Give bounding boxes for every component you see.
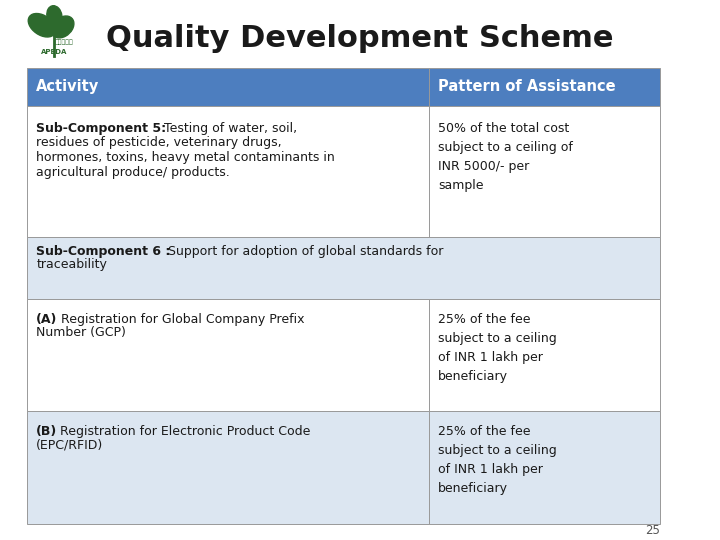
Text: Testing of water, soil,: Testing of water, soil, xyxy=(160,122,297,135)
Text: Quality Development Scheme: Quality Development Scheme xyxy=(106,24,613,53)
Bar xyxy=(429,411,660,524)
Text: 25% of the fee
subject to a ceiling
of INR 1 lakh per
beneficiary: 25% of the fee subject to a ceiling of I… xyxy=(438,313,557,382)
Bar xyxy=(27,299,429,411)
Bar xyxy=(27,68,429,106)
Text: Registration for Global Company Prefix: Registration for Global Company Prefix xyxy=(57,313,304,326)
Text: Pattern of Assistance: Pattern of Assistance xyxy=(438,79,616,94)
Text: 25% of the fee
subject to a ceiling
of INR 1 lakh per
beneficiary: 25% of the fee subject to a ceiling of I… xyxy=(438,425,557,495)
Text: Support for adoption of global standards for: Support for adoption of global standards… xyxy=(164,245,444,258)
Bar xyxy=(429,106,660,238)
Text: Sub-Component 5:: Sub-Component 5: xyxy=(36,122,166,135)
Text: Number (GCP): Number (GCP) xyxy=(36,327,126,340)
Text: 50% of the total cost
subject to a ceiling of
INR 5000/- per
sample: 50% of the total cost subject to a ceili… xyxy=(438,122,573,192)
Ellipse shape xyxy=(51,16,74,38)
Text: Activity: Activity xyxy=(36,79,99,94)
Text: Registration for Electronic Product Code: Registration for Electronic Product Code xyxy=(56,425,311,438)
Text: (A): (A) xyxy=(36,313,58,326)
Ellipse shape xyxy=(28,14,55,37)
Bar xyxy=(27,411,429,524)
Text: 25: 25 xyxy=(645,524,660,537)
Ellipse shape xyxy=(47,6,62,25)
Bar xyxy=(27,238,660,299)
Text: Sub-Component 6 :: Sub-Component 6 : xyxy=(36,245,171,258)
Bar xyxy=(429,68,660,106)
Bar xyxy=(27,106,429,238)
Text: (B): (B) xyxy=(36,425,58,438)
Bar xyxy=(429,299,660,411)
Text: traceability: traceability xyxy=(36,258,107,272)
Text: APEDA: APEDA xyxy=(41,49,68,55)
Text: एपीडा: एपीडा xyxy=(55,39,73,45)
Text: (EPC/RFID): (EPC/RFID) xyxy=(36,439,104,452)
Text: residues of pesticide, veterinary drugs,
hormones, toxins, heavy metal contamina: residues of pesticide, veterinary drugs,… xyxy=(36,136,335,179)
